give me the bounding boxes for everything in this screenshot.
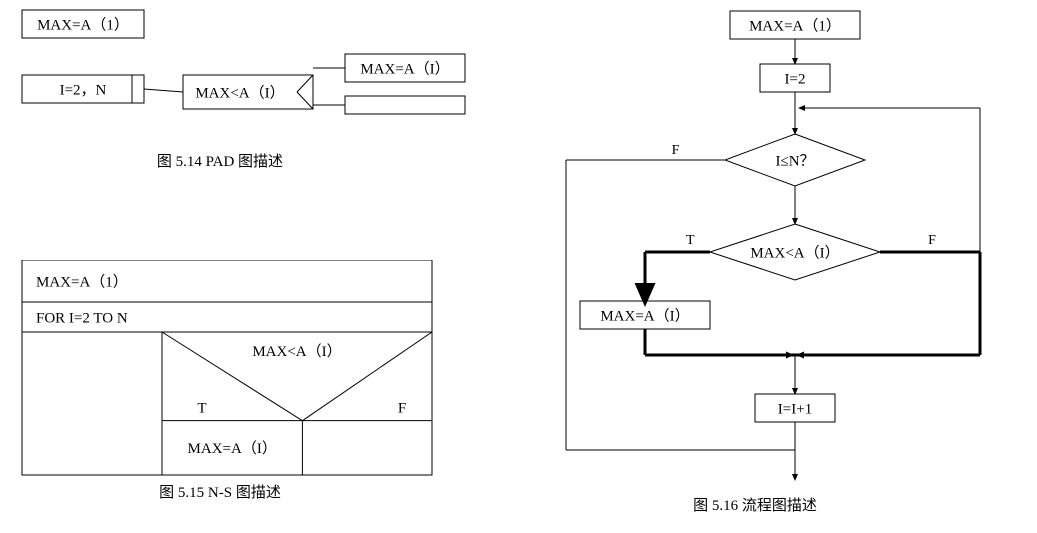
ns-caption: 图 5.15 N-S 图描述 (0, 481, 440, 502)
d2-f-label: F (928, 233, 936, 248)
flow-n4-label: I=I+1 (778, 401, 812, 417)
pad-conn (144, 89, 183, 92)
d2-t-label: T (686, 233, 695, 248)
ns-row2-label: FOR I=2 TO N (36, 310, 128, 326)
flow-svg: MAX=A（1） I=2 I≤N？ MAX<A（I） MAX=A（I） I=I+1 F T F (520, 0, 1030, 500)
flow-n3-label: MAX=A（I） (600, 307, 689, 324)
ns-f-label: F (398, 401, 406, 417)
pad-box-1-label: MAX=A（1） (37, 16, 129, 33)
ns-svg: MAX=A（1） FOR I=2 TO N MAX<A（I） T F MAX=A（I） (0, 260, 470, 485)
flow-n2-label: I=2 (785, 71, 806, 87)
flow-d2-label: MAX<A（I） (750, 244, 839, 261)
d1-f-label: F (672, 143, 680, 158)
ns-row1-label: MAX=A（1） (36, 273, 128, 290)
pad-box-loop-label: I=2，N (60, 82, 107, 98)
pad-caption: 图 5.14 PAD 图描述 (0, 150, 440, 171)
ns-diagram: MAX=A（1） FOR I=2 TO N MAX<A（I） T F MAX=A（I） 图… (0, 260, 470, 502)
pad-box-true-label: MAX=A（I） (360, 60, 449, 77)
ns-t-label: T (197, 401, 206, 417)
pad-box-false (345, 96, 465, 114)
pad-diagram: MAX=A（1） I=2，N MAX<A（I） MAX=A（I） 图 5.14 PAD… (0, 0, 500, 171)
flow-caption: 图 5.16 流程图描述 (520, 494, 990, 515)
flow-n1-label: MAX=A（1） (749, 17, 841, 34)
ns-true-label: MAX=A（I） (188, 440, 277, 457)
pad-svg: MAX=A（1） I=2，N MAX<A（I） MAX=A（I） (0, 0, 500, 150)
flowchart: MAX=A（1）I=2I≤N？MAX<A（I）MAX=A（I）I=I+1FTF … (520, 0, 1030, 515)
flow-d1-label: I≤N？ (775, 153, 814, 169)
pad-cond-label: MAX<A（I） (195, 84, 284, 101)
ns-cond-label: MAX<A（I） (252, 343, 341, 360)
